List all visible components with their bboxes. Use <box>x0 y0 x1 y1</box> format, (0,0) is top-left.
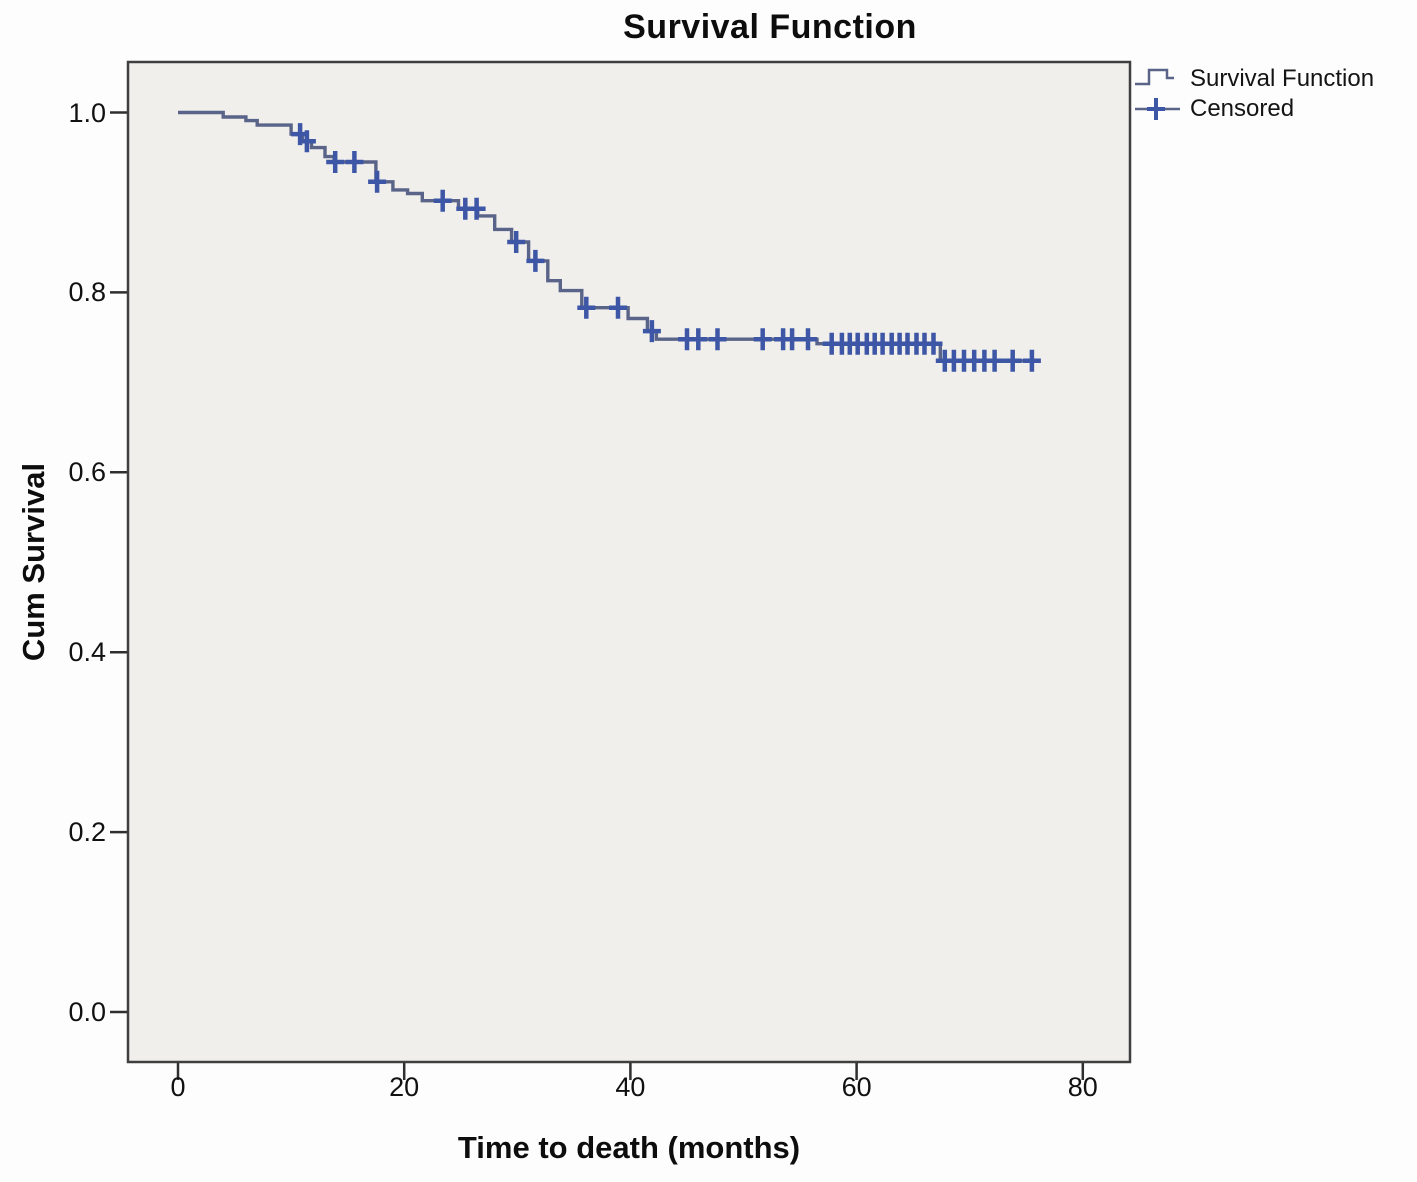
y-tick-label: 0.4 <box>68 637 106 668</box>
y-tick-label: 1.0 <box>68 97 106 128</box>
censored-plus-marks <box>291 123 1041 372</box>
legend-item-censored: Censored <box>1134 94 1374 124</box>
x-axis-title: Time to death (months) <box>457 1130 801 1165</box>
y-tick-label: 0.0 <box>68 997 106 1027</box>
plus-cross-icon <box>1135 98 1180 120</box>
legend-label: Survival Function <box>1190 65 1375 92</box>
x-tick-label: 0 <box>170 1072 186 1102</box>
legend: Survival Function Censored <box>1134 64 1374 124</box>
x-tick-label: 20 <box>389 1072 420 1102</box>
y-tick-label: 0.2 <box>68 817 106 848</box>
y-tick-label: 0.8 <box>68 277 106 308</box>
step-line-icon <box>1135 68 1174 86</box>
legend-item-survival-function: Survival Function <box>1134 64 1374 94</box>
chart-title: Survival Function <box>623 8 917 46</box>
legend-label: Censored <box>1190 95 1295 122</box>
x-tick-label: 40 <box>615 1072 646 1102</box>
y-tick-label: 0.6 <box>68 457 106 488</box>
y-axis-title: Cum Survival <box>16 462 51 662</box>
x-tick-label: 80 <box>1067 1072 1098 1102</box>
plot-area <box>126 60 1132 1064</box>
x-tick-label: 60 <box>841 1072 872 1102</box>
